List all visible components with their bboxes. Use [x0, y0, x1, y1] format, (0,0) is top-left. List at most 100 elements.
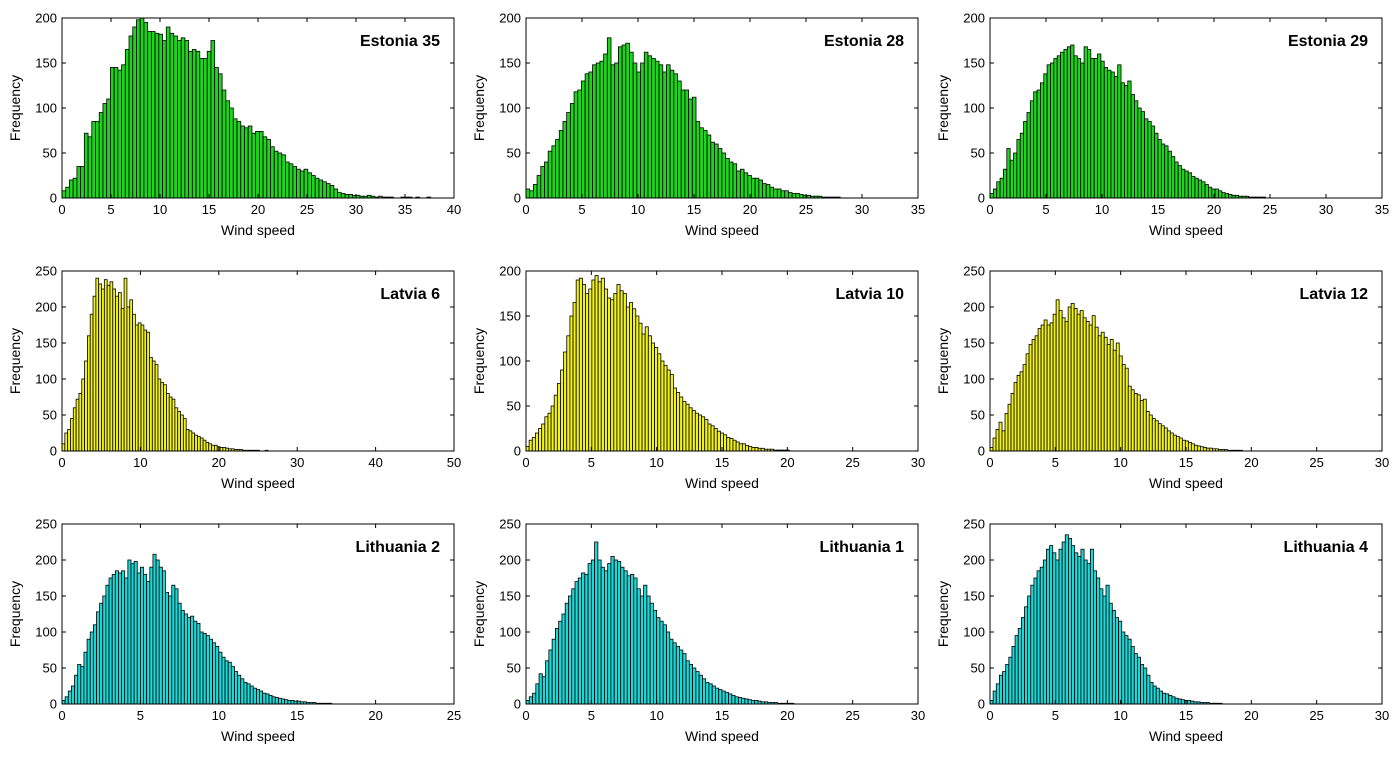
histogram-bar: [132, 313, 136, 452]
y-tick-label: 150: [499, 56, 521, 71]
x-tick-label: 30: [290, 455, 304, 470]
histogram-bar: [636, 588, 641, 705]
histogram-bar: [1197, 179, 1203, 199]
histogram-bar: [115, 295, 119, 452]
histogram-bar: [1005, 663, 1010, 705]
histogram-bar: [1076, 58, 1082, 199]
histogram-bar: [180, 414, 184, 452]
histogram-bar: [682, 401, 687, 452]
histogram-bar: [211, 444, 215, 452]
histogram-bar: [273, 150, 279, 199]
histogram-bar: [86, 638, 91, 705]
histogram-bar: [1127, 638, 1132, 705]
histogram-bar: [91, 121, 96, 199]
histogram-bar: [121, 570, 126, 705]
histogram-bar: [682, 653, 687, 705]
histogram-bar: [535, 683, 540, 705]
y-axis-label: Frequency: [471, 581, 487, 647]
histogram-bar: [247, 125, 253, 199]
histogram-bar: [191, 432, 196, 452]
histogram-bar: [610, 64, 616, 199]
histogram-bar: [731, 694, 736, 705]
histogram-bar: [635, 315, 640, 452]
bars: [989, 44, 1266, 199]
histogram-bar: [333, 188, 338, 199]
x-tick-label: 5: [588, 708, 595, 723]
histogram-bar: [613, 293, 618, 452]
y-axis-label: Frequency: [471, 75, 487, 141]
histogram-bar: [158, 33, 163, 199]
y-tick-label: 0: [514, 697, 521, 712]
histogram-bar: [577, 577, 582, 705]
histogram-bar: [1174, 697, 1179, 705]
histogram-bar: [1118, 355, 1123, 452]
histogram-bar: [1228, 193, 1233, 199]
histogram-bar: [695, 671, 700, 705]
histogram-bar: [180, 37, 186, 199]
y-tick-label: 0: [978, 444, 985, 459]
histogram-bar: [705, 681, 710, 705]
histogram-bar: [698, 414, 703, 452]
histogram-bar: [621, 44, 627, 199]
histogram-bar: [180, 610, 185, 705]
histogram-bar: [707, 423, 712, 452]
histogram-bar: [688, 407, 693, 452]
histogram-bar: [541, 423, 546, 452]
histogram-bar: [67, 690, 72, 705]
histogram-bar: [322, 181, 327, 199]
y-tick-label: 100: [35, 372, 57, 387]
histogram-bar: [225, 100, 230, 199]
histogram-bar: [118, 292, 122, 452]
histogram-bar: [1196, 445, 1201, 452]
histogram-bar: [1171, 696, 1176, 705]
bars: [61, 277, 269, 452]
histogram-bar: [723, 434, 728, 452]
histogram-bar: [754, 699, 759, 705]
histogram-bar: [657, 353, 662, 452]
histogram-bar: [1151, 418, 1156, 452]
x-tick-label: 50: [447, 455, 461, 470]
histogram-bar: [1221, 192, 1226, 199]
histogram-bar: [111, 574, 116, 705]
histogram-bar: [1157, 139, 1162, 199]
histogram-bar: [643, 584, 648, 705]
histogram-bar: [613, 559, 618, 705]
histogram-bar: [1187, 441, 1192, 452]
x-tick-label: 20: [743, 202, 757, 217]
histogram-bar: [701, 678, 707, 705]
histogram-bar: [96, 611, 101, 705]
x-tick-label: 15: [687, 202, 701, 217]
histogram-bar: [1130, 94, 1135, 199]
histogram-bar: [1064, 534, 1069, 705]
histogram-bar: [1074, 552, 1079, 705]
histogram-bar: [174, 588, 179, 705]
histogram-bar: [617, 46, 623, 199]
y-tick-label: 50: [43, 661, 57, 676]
histogram-bar: [99, 602, 104, 705]
histogram-bar: [571, 588, 576, 705]
histogram-bar: [1154, 420, 1159, 452]
histogram-bar: [629, 302, 634, 452]
x-tick-label: 0: [986, 708, 993, 723]
histogram-bar: [128, 35, 134, 199]
histogram-bar: [747, 699, 752, 705]
histogram-bar: [599, 60, 605, 199]
histogram-bar: [1164, 145, 1169, 199]
histogram-bar: [165, 26, 171, 199]
histogram-bar: [208, 638, 213, 705]
y-tick-label: 200: [963, 11, 985, 26]
histogram-bar: [726, 437, 731, 452]
histogram-bar: [307, 172, 312, 199]
histogram-bar: [998, 421, 1003, 452]
histogram-bar: [1140, 663, 1145, 705]
histogram-bar: [259, 690, 264, 705]
histogram-bar: [1187, 172, 1192, 199]
histogram-bar: [232, 118, 238, 199]
histogram-bar: [1177, 165, 1182, 199]
y-tick-label: 100: [35, 625, 57, 640]
histogram-bar: [1133, 392, 1138, 452]
histogram-bar: [614, 62, 619, 199]
histogram-bar: [193, 620, 198, 705]
histogram-bar: [214, 67, 219, 199]
x-tick-label: 5: [1042, 202, 1049, 217]
